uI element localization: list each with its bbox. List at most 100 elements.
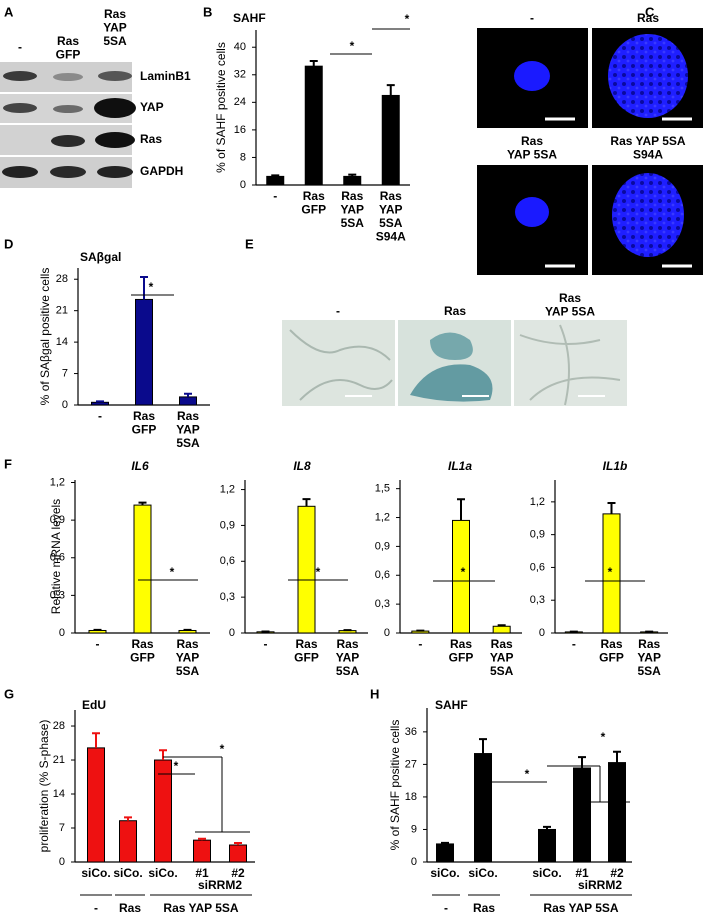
bar bbox=[297, 505, 316, 634]
y-tick-label: 1,5 bbox=[375, 483, 390, 495]
text-line: YAP bbox=[336, 651, 360, 665]
error-bar bbox=[457, 498, 465, 521]
western-blot bbox=[0, 62, 136, 188]
bar bbox=[538, 828, 556, 863]
image-label: - bbox=[336, 304, 340, 318]
x-tick-label: siCo. bbox=[81, 866, 110, 880]
text-line: Ras bbox=[600, 637, 622, 651]
blot-band bbox=[94, 98, 136, 118]
text-line: Ras bbox=[559, 291, 581, 305]
blot-band bbox=[53, 105, 83, 113]
error-bar bbox=[93, 628, 102, 631]
bar bbox=[87, 747, 105, 863]
text-line: GFP bbox=[132, 423, 157, 437]
y-axis-label: % of SAHF positive cells bbox=[388, 720, 402, 851]
bar bbox=[154, 759, 172, 863]
micrograph bbox=[282, 320, 395, 406]
error-bar bbox=[92, 732, 100, 748]
error-bar bbox=[309, 60, 318, 67]
bar bbox=[474, 753, 492, 863]
significance: * bbox=[170, 565, 175, 579]
text-line: GFP bbox=[301, 203, 326, 217]
bar bbox=[608, 762, 626, 863]
staining-images bbox=[282, 320, 627, 406]
y-tick-label: 1,2 bbox=[530, 496, 545, 508]
panel-letter: H bbox=[370, 686, 379, 701]
bar bbox=[193, 839, 211, 863]
text-line: GFP bbox=[56, 48, 81, 62]
y-tick-label: 28 bbox=[56, 273, 68, 285]
blot-band bbox=[3, 103, 37, 113]
text-line: Ras bbox=[341, 189, 363, 203]
y-tick-label: 0 bbox=[539, 627, 545, 639]
image-label: Ras bbox=[444, 304, 466, 318]
y-tick-label: 0,6 bbox=[220, 555, 235, 567]
x-tick-label: Ras GFP bbox=[294, 637, 319, 664]
sub-group-label: siRRM2 bbox=[578, 878, 622, 892]
x-tick-label: Ras YAP 5SA bbox=[637, 637, 661, 678]
nucleus bbox=[612, 173, 684, 257]
chart-title: EdU bbox=[82, 698, 106, 712]
lane-label: Ras GFP bbox=[56, 34, 81, 61]
error-bar bbox=[138, 501, 147, 506]
y-tick-label: 21 bbox=[53, 754, 65, 766]
y-tick-label: 0,6 bbox=[530, 561, 545, 573]
y-tick-label: 0 bbox=[240, 179, 246, 191]
image-label: Ras bbox=[637, 11, 659, 25]
significance: * bbox=[405, 12, 410, 26]
group-label: - bbox=[94, 901, 98, 915]
y-tick-label: 0 bbox=[62, 399, 68, 411]
group-label: Ras YAP 5SA bbox=[163, 901, 238, 915]
x-tick-label: Ras YAP 5SA bbox=[176, 409, 200, 450]
error-bar bbox=[198, 837, 206, 841]
text-line: Ras bbox=[133, 409, 155, 423]
chart-title: IL1b bbox=[603, 459, 628, 473]
panel-letter: F bbox=[4, 456, 12, 471]
row-label: GAPDH bbox=[140, 164, 183, 178]
y-tick-label: 0,3 bbox=[220, 591, 235, 603]
x-tick-label: #2 bbox=[610, 866, 624, 880]
text-line: Ras bbox=[380, 189, 402, 203]
y-tick-label: 7 bbox=[59, 822, 65, 834]
y-tick-label: 0,9 bbox=[50, 514, 65, 526]
group-label: Ras bbox=[119, 901, 141, 915]
y-tick-label: 8 bbox=[240, 151, 246, 163]
error-bar bbox=[607, 501, 616, 514]
text-line: S94A bbox=[633, 148, 663, 162]
significance: * bbox=[608, 565, 613, 579]
lane-label: - bbox=[18, 40, 22, 54]
text-line: YAP bbox=[176, 651, 200, 665]
chart-title: SAβgal bbox=[80, 250, 121, 264]
row-label: LaminB1 bbox=[140, 69, 191, 83]
x-tick-label: - bbox=[98, 409, 102, 423]
text-line: YAP 5SA bbox=[545, 305, 595, 319]
x-tick-label: - bbox=[572, 637, 576, 651]
significance: * bbox=[601, 730, 606, 744]
text-line: Ras bbox=[638, 637, 660, 651]
image-label: Ras YAP 5SA S94A bbox=[610, 134, 685, 161]
y-tick-label: 0 bbox=[384, 627, 390, 639]
y-tick-label: 40 bbox=[234, 41, 246, 53]
x-tick-label: Ras GFP bbox=[301, 189, 326, 216]
sub-group-label: siRRM2 bbox=[198, 878, 242, 892]
text-line: 5SA bbox=[637, 664, 661, 678]
y-tick-label: 1,2 bbox=[50, 476, 65, 488]
y-axis-label: proliferation (% S-phase) bbox=[37, 720, 51, 853]
error-bar bbox=[234, 842, 242, 846]
text-line: 5SA bbox=[336, 664, 360, 678]
x-tick-label: Ras GFP bbox=[132, 409, 157, 436]
y-tick-label: 0,9 bbox=[375, 540, 390, 552]
significance: * bbox=[316, 565, 321, 579]
error-bar bbox=[124, 816, 132, 821]
x-tick-label: Ras GFP bbox=[599, 637, 624, 664]
blot-band bbox=[98, 71, 132, 81]
cell-outline bbox=[289, 329, 393, 401]
text-line: GFP bbox=[130, 651, 155, 665]
x-tick-label: #2 bbox=[231, 866, 245, 880]
error-bar bbox=[96, 400, 104, 403]
y-tick-label: 0,6 bbox=[50, 552, 65, 564]
blot-band bbox=[3, 71, 37, 81]
y-tick-label: 0 bbox=[229, 627, 235, 639]
y-axis-label: Relative mRNA levels bbox=[49, 499, 63, 614]
y-tick-label: 21 bbox=[56, 305, 68, 317]
